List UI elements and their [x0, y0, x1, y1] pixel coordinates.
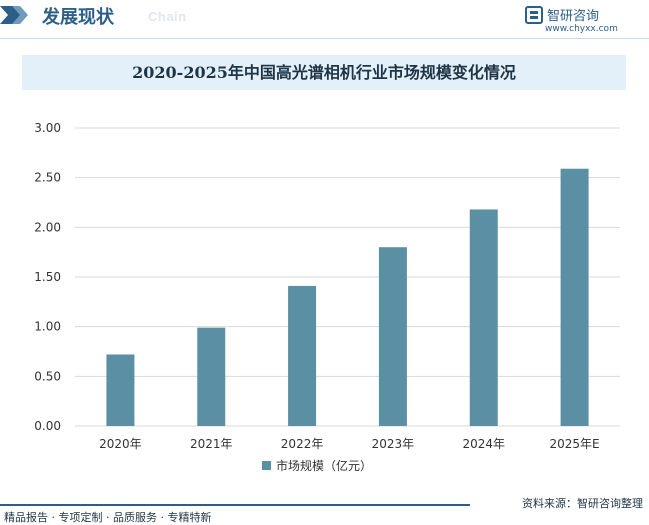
- bar-chart: 0.00 0.50 1.00 1.50 2.00 2.50 3.00 2020年 2021年 20…: [34, 121, 620, 473]
- y-tick-label: 3.00: [34, 121, 61, 135]
- bar: [560, 168, 589, 426]
- brand-name: 智研咨询: [547, 9, 600, 24]
- brand-logo-block: 智研咨询 www.chyxx.com: [525, 2, 643, 36]
- chart-title-band: 2020-2025年中国高光谱相机行业市场规模变化情况: [22, 55, 626, 90]
- footer-tagline: 精品报告 · 专项定制 · 品质服务 · 专精特新: [4, 511, 212, 524]
- chart-title: 2020-2025年中国高光谱相机行业市场规模变化情况: [132, 63, 516, 82]
- x-tick-label: 2024年: [462, 437, 505, 451]
- section-flag-icon: [0, 6, 28, 24]
- x-tick-label: 2021年: [190, 437, 233, 451]
- x-tick-label: 2022年: [281, 437, 324, 451]
- bar: [106, 354, 135, 426]
- x-tick-label: 2025年E: [550, 437, 600, 451]
- bar: [288, 285, 317, 426]
- legend-label: 市场规模（亿元）: [276, 458, 372, 473]
- y-tick-label: 2.50: [34, 171, 61, 185]
- section-subtitle: Chain: [148, 9, 187, 24]
- bar: [197, 327, 226, 426]
- page-header: 发展现状 Chain 智研咨询 www.chyxx.com: [0, 0, 649, 39]
- x-tick-label: 2023年: [372, 437, 415, 451]
- footer-source: 资料来源：智研咨询整理: [522, 497, 643, 510]
- brand-logo-icon: [525, 6, 543, 24]
- y-tick-label: 1.00: [34, 320, 61, 334]
- y-tick-label: 0.50: [34, 369, 61, 383]
- y-tick-label: 2.00: [34, 220, 61, 234]
- bar: [469, 209, 498, 426]
- y-tick-label: 1.50: [34, 270, 61, 284]
- y-tick-label: 0.00: [34, 419, 61, 433]
- footer-divider: [0, 504, 470, 506]
- brand-url: www.chyxx.com: [545, 24, 618, 34]
- legend-swatch: [262, 461, 271, 470]
- bar: [378, 247, 407, 426]
- section-title: 发展现状: [42, 7, 114, 28]
- header-divider: [0, 38, 649, 39]
- x-tick-label: 2020年: [99, 437, 142, 451]
